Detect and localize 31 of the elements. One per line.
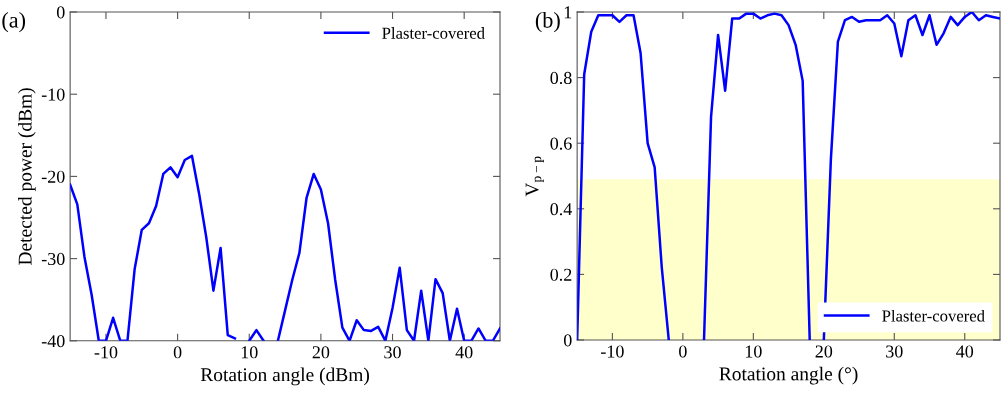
- x-axis-title: Rotation angle (dBm): [200, 367, 369, 386]
- y-tick-label: 0: [56, 6, 65, 19]
- y-tick-label: 1: [564, 6, 572, 19]
- x-tick-label: 0: [173, 346, 182, 359]
- x-tick-label: 30: [886, 345, 903, 358]
- x-tick-label: 40: [455, 346, 473, 359]
- y-tick-label: 0.4: [550, 203, 573, 216]
- x-tick-label: 0: [679, 345, 687, 358]
- legend-label: Plaster-covered: [882, 309, 985, 322]
- x-tick-label: 10: [745, 345, 762, 358]
- x-tick-label: 10: [241, 346, 258, 359]
- y-tick-label: 0: [563, 334, 572, 347]
- y-axis-title: V$_{p−p}$: [525, 156, 544, 197]
- x-tick-label: 30: [384, 346, 401, 359]
- y-axis-title: Detected power (dBm): [18, 88, 36, 265]
- x-tick-label: -10: [601, 345, 624, 358]
- x-tick-label: 20: [312, 346, 330, 359]
- text: (b): [535, 12, 560, 33]
- x-tick-label: 40: [956, 345, 974, 358]
- y-tick-label: -20: [41, 170, 65, 183]
- y-tick-label: 0.8: [550, 71, 572, 85]
- y-tick-label: 0.6: [550, 137, 572, 150]
- y-tick-label: -40: [41, 335, 65, 348]
- x-tick-label: 20: [815, 345, 833, 358]
- y-tick-label: 0.2: [550, 268, 572, 281]
- x-axis-title: Rotation angle (°): [719, 366, 858, 385]
- y-tick-label: -30: [41, 252, 65, 266]
- y-tick-label: -10: [41, 88, 65, 101]
- text: (a): [2, 12, 26, 33]
- x-tick-label: -10: [94, 346, 118, 359]
- legend-label: Plaster-covered: [382, 27, 485, 39]
